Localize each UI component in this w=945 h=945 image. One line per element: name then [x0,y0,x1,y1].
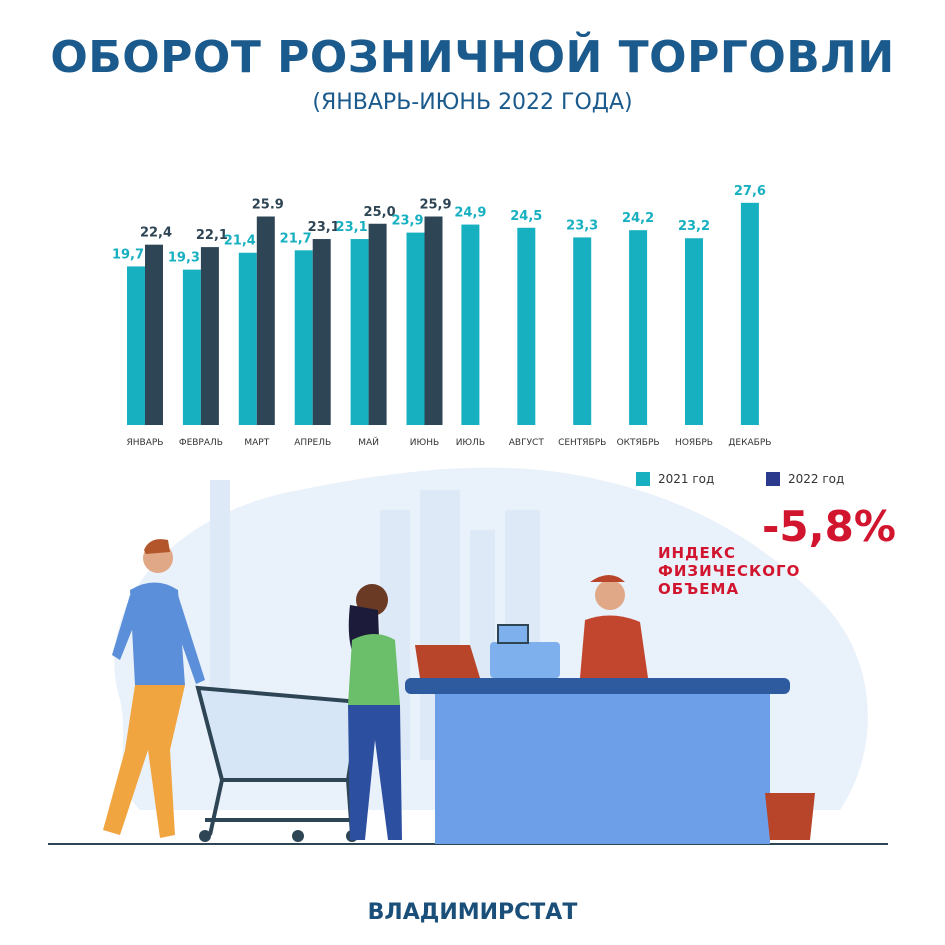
value-label-2022-6: 25,9 [419,198,451,213]
value-label-2021-7: 24,9 [454,206,486,221]
value-label-2021-9: 23,3 [566,218,598,233]
bar-2022-4 [312,239,331,425]
legend-swatch-2022 [766,472,780,486]
x-tick-label-7: ИЮЛЬ [456,438,485,448]
bar-2021-9 [573,237,592,425]
value-label-2022-1: 22,4 [140,226,172,241]
index-value: -5,8% [762,502,896,551]
index-label-line-1: ИНДЕКС [658,544,736,562]
x-tick-label-11: НОЯБРЬ [675,438,713,448]
x-tick-label-1: ЯНВАРЬ [127,438,164,448]
index-label: ИНДЕКС ФИЗИЧЕСКОГО ОБЪЕМА [658,544,800,598]
shopping-cart-icon [195,685,363,842]
bar-2021-2 [182,269,201,425]
x-tick-label-5: МАЙ [358,436,379,448]
x-tick-label-4: АПРЕЛЬ [294,438,331,448]
value-label-2021-5: 23,1 [336,220,368,235]
checkout-counter [405,624,815,844]
x-tick-label-3: МАРТ [244,438,269,448]
bar-2021-1 [127,266,145,425]
index-label-line-2: ФИЗИЧЕСКОГО [658,562,801,580]
value-label-2022-3: 25.9 [252,198,284,213]
legend-label-2022: 2022 год [788,472,845,486]
legend-label-2021: 2021 год [658,472,715,486]
shopping-illustration [48,467,888,845]
man-figure [103,539,205,838]
legend-item-2022: 2022 год [766,472,844,486]
bar-2022-3 [256,216,275,425]
woman-customer [348,584,402,840]
value-label-2021-2: 19,3 [168,251,200,266]
value-label-2021-1: 19,7 [112,247,144,262]
footer-source: ВЛАДИМИРСТАТ [367,900,578,925]
cashier-figure [580,575,648,678]
value-label-2022-2: 22,1 [196,228,228,243]
bar-2021-5 [350,239,369,425]
value-label-2021-10: 24,2 [622,211,654,226]
bar-2021-4 [294,250,313,425]
bar-2021-6 [406,232,425,425]
value-label-2021-12: 27,6 [734,184,766,199]
bar-2022-6 [424,216,443,425]
value-label-2021-3: 21,4 [224,234,256,249]
page-title: ОБОРОТ РОЗНИЧНОЙ ТОРГОВЛИ [50,32,895,83]
page-subtitle: (ЯНВАРЬ-ИЮНЬ 2022 ГОДА) [312,90,633,115]
value-label-2021-6: 23,9 [391,214,423,229]
legend-item-2021: 2021 год [636,472,714,486]
x-tick-label-10: ОКТЯБРЬ [617,438,660,448]
bar-2021-11 [685,238,703,425]
x-tick-label-6: ИЮНЬ [410,438,439,448]
value-label-2022-5: 25,0 [364,205,396,220]
x-tick-label-8: АВГУСТ [509,438,545,448]
bar-2022-1 [145,244,163,425]
value-label-2021-11: 23,2 [678,219,710,234]
bar-2021-3 [238,252,257,425]
bar-2021-12 [740,202,759,425]
value-label-2022-4: 23,1 [308,220,340,235]
x-tick-label-2: ФЕВРАЛЬ [179,438,223,448]
x-tick-label-9: СЕНТЯБРЬ [558,438,606,448]
bar-2021-7 [461,224,480,425]
x-tick-label-12: ДЕКАБРЬ [728,438,771,448]
bar-2021-8 [517,227,536,425]
value-label-2021-8: 24,5 [510,209,542,224]
bar-2022-2 [200,247,219,425]
index-label-line-3: ОБЪЕМА [658,580,740,598]
value-label-2021-4: 21,7 [280,231,312,246]
bar-2022-5 [368,223,387,425]
bar-2021-10 [629,230,648,425]
bar-chart: 19,7 22,4 ЯНВАРЬ 19,3 22,1 ФЕВРАЛЬ 21,4 25.9 МАР… [112,184,771,448]
legend-swatch-2021 [636,472,650,486]
